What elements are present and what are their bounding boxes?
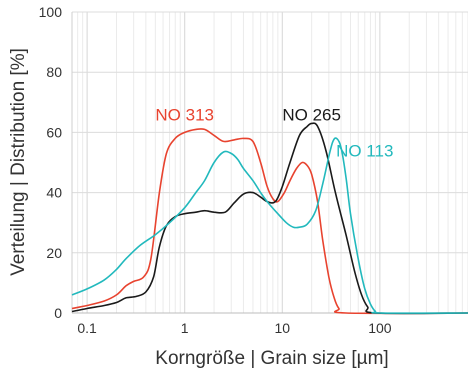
y-tick-label: 80 bbox=[46, 64, 62, 80]
x-axis-label: Korngröße | Grain size [µm] bbox=[155, 348, 388, 369]
series-labels: NO 313 NO 265 NO 113 bbox=[155, 105, 393, 160]
series-line-no-113 bbox=[71, 137, 468, 314]
x-tick-label: 1 bbox=[181, 320, 189, 336]
series-label-no-265: NO 265 bbox=[282, 105, 341, 124]
y-tick-label: 20 bbox=[46, 245, 62, 261]
series-line-no-313 bbox=[71, 128, 468, 315]
x-tick-label: 10 bbox=[274, 320, 290, 336]
y-tick-label: 100 bbox=[39, 4, 63, 20]
series-label-no-313: NO 313 bbox=[155, 105, 214, 124]
grid bbox=[71, 11, 468, 314]
x-tick-labels: 0.1 1 10 100 bbox=[77, 320, 391, 336]
x-tick-label: 0.1 bbox=[77, 320, 97, 336]
y-tick-label: 0 bbox=[54, 305, 62, 321]
y-tick-labels: 0 20 40 60 80 100 bbox=[39, 4, 63, 321]
x-tick-label: 100 bbox=[368, 320, 392, 336]
y-tick-label: 60 bbox=[46, 124, 62, 140]
series-label-no-113: NO 113 bbox=[336, 141, 393, 160]
series-lines bbox=[71, 122, 468, 315]
y-axis-label: Verteilung | Distribution [%] bbox=[8, 48, 29, 276]
y-tick-label: 40 bbox=[46, 185, 62, 201]
series-line-no-265 bbox=[71, 122, 468, 315]
